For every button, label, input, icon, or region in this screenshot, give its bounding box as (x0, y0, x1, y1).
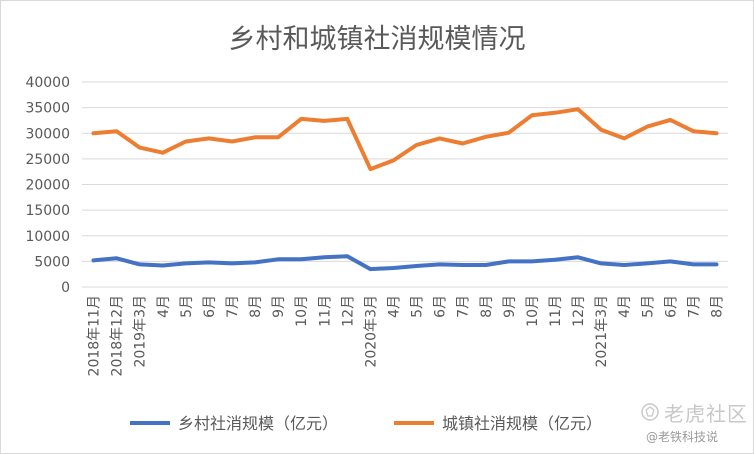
x-tick-label: 2018年12月 (110, 295, 126, 376)
y-tick-label: 5000 (34, 254, 70, 270)
x-tick-label: 12月 (340, 295, 356, 327)
x-tick-label: 2020年3月 (363, 295, 379, 368)
x-tick-label: 10月 (525, 295, 541, 327)
x-tick-label: 11月 (548, 295, 564, 327)
x-tick-label: 10月 (294, 295, 310, 327)
x-tick-label: 2019年3月 (133, 295, 149, 368)
series-line-0 (91, 254, 719, 272)
y-tick-label: 40000 (25, 75, 70, 91)
y-tick-label: 15000 (25, 203, 70, 219)
tiger-logo-icon (641, 403, 659, 421)
x-tick-label: 6月 (202, 295, 218, 318)
series-lines (91, 107, 719, 272)
y-tick-label: 10000 (25, 229, 70, 245)
series-line-1 (91, 107, 719, 172)
x-tick-label: 5月 (410, 295, 426, 318)
x-tick-label: 6月 (663, 295, 679, 318)
x-tick-label: 2021年3月 (594, 295, 610, 368)
y-tick-label: 25000 (25, 152, 70, 168)
x-tick-label: 4月 (156, 295, 172, 318)
watermark-sub: @老铁科技说 (646, 430, 719, 444)
y-tick-label: 20000 (25, 178, 70, 194)
x-tick-label: 9月 (271, 295, 287, 318)
y-tick-label: 35000 (25, 101, 70, 117)
x-axis-ticks: 2018年11月 2018年12月 2019年3月 4月 5月 6月 7月 8月 9月 10月 11… (87, 295, 726, 376)
x-tick-label: 4月 (617, 295, 633, 318)
x-tick-label: 7月 (225, 295, 241, 318)
x-tick-label: 11月 (317, 295, 333, 327)
x-tick-label: 5月 (640, 295, 656, 318)
legend: 乡村社消规模（亿元） 城镇社消规模（亿元） (130, 414, 602, 433)
x-tick-label: 8月 (709, 295, 725, 318)
y-tick-label: 30000 (25, 126, 70, 142)
x-tick-label: 7月 (456, 295, 472, 318)
x-tick-label: 2018年11月 (87, 295, 103, 376)
chart-title: 乡村和城镇社消规模情况 (229, 24, 526, 55)
x-tick-label: 7月 (686, 295, 702, 318)
x-tick-label: 6月 (433, 295, 449, 318)
grid-lines (82, 81, 728, 288)
watermark-main: 老虎社区 (664, 402, 748, 426)
legend-label-0: 乡村社消规模（亿元） (178, 414, 338, 433)
x-tick-label: 5月 (179, 295, 195, 318)
x-tick-label: 4月 (386, 295, 402, 318)
legend-label-1: 城镇社消规模（亿元） (442, 414, 602, 433)
x-tick-label: 9月 (502, 295, 518, 318)
x-tick-label: 12月 (571, 295, 587, 327)
y-tick-label: 0 (61, 280, 70, 296)
x-tick-label: 8月 (479, 295, 495, 318)
y-axis-ticks: 0 5000 10000 15000 20000 25000 30000 35000 40000 (25, 75, 70, 296)
x-tick-label: 8月 (248, 295, 264, 318)
